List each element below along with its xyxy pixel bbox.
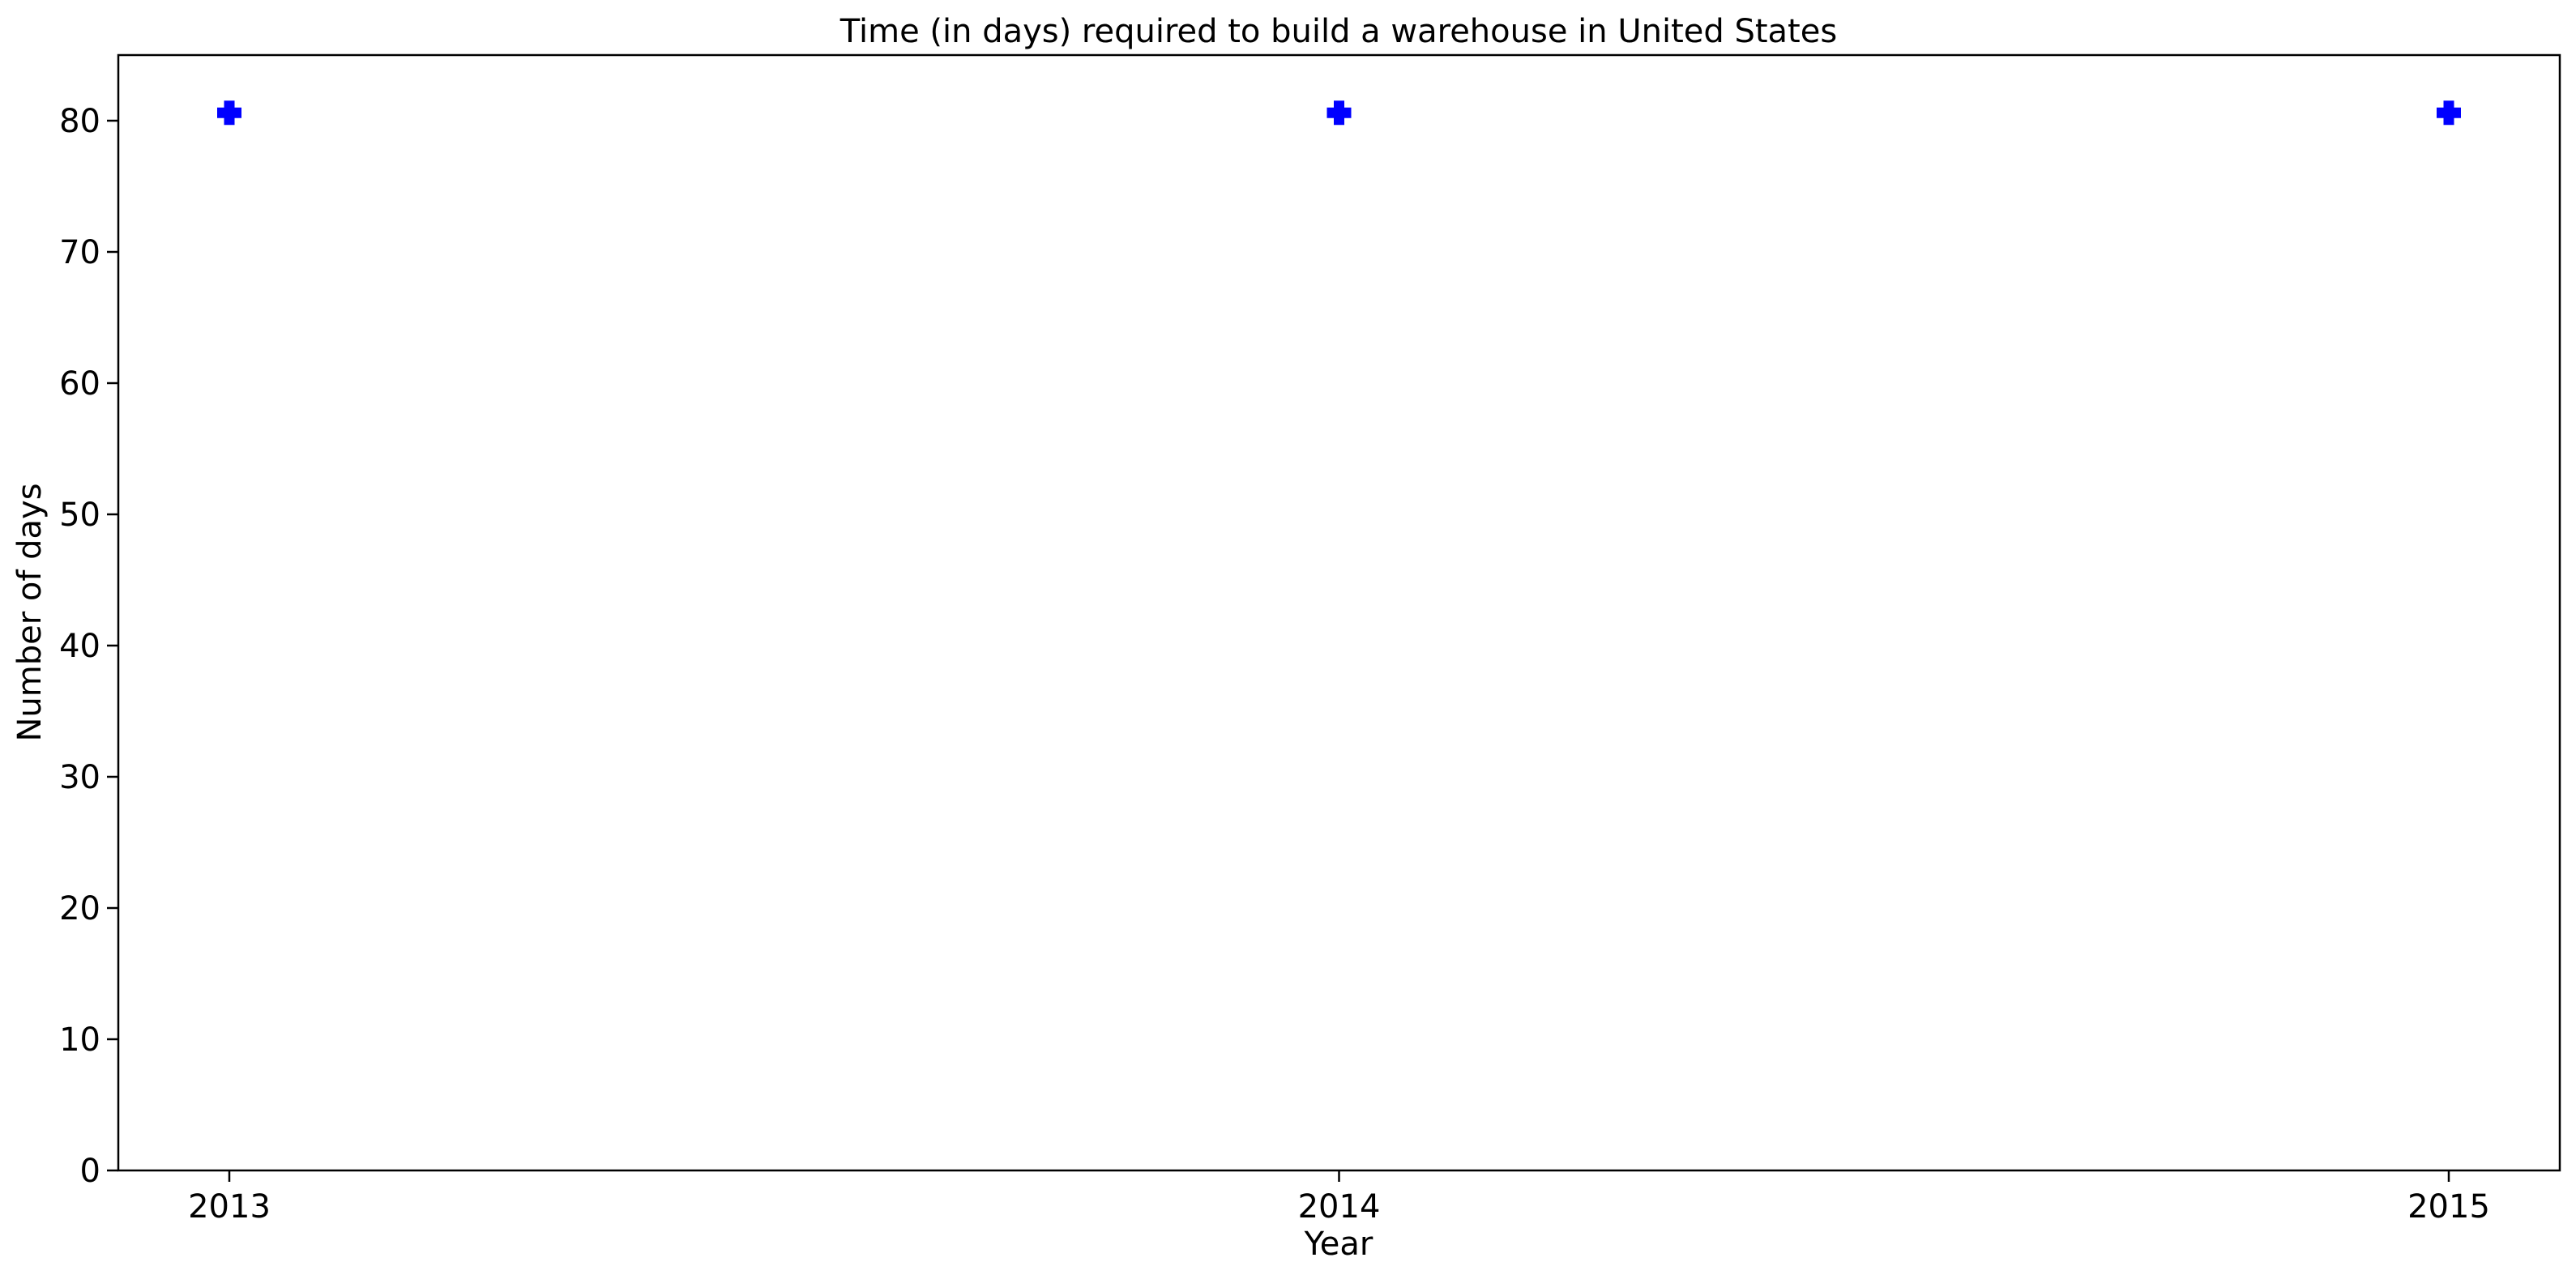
- chart-title: Time (in days) required to build a wareh…: [839, 13, 1837, 50]
- data-point-2013: [217, 100, 241, 126]
- y-tick-label: 20: [59, 890, 100, 927]
- y-tick-label: 50: [59, 497, 100, 534]
- y-tick-label: 30: [59, 759, 100, 796]
- plot-background: [118, 55, 2560, 1170]
- x-axis: 2013 2014 2015: [188, 1170, 2490, 1226]
- x-tick-label: 2015: [2407, 1188, 2490, 1226]
- x-tick-label: 2014: [1298, 1188, 1381, 1226]
- data-point-2015: [2437, 100, 2461, 126]
- x-axis-label: Year: [1304, 1226, 1373, 1263]
- y-tick-label: 0: [80, 1153, 100, 1190]
- data-points: [217, 100, 2461, 126]
- plot-frame: [117, 53, 2561, 1172]
- y-tick-label: 60: [59, 365, 100, 403]
- y-axis-label: Number of days: [11, 483, 49, 741]
- data-point-2014: [1326, 100, 1352, 126]
- x-tick-label: 2013: [188, 1188, 271, 1226]
- y-tick-label: 10: [59, 1021, 100, 1059]
- y-tick-label: 70: [59, 234, 100, 271]
- y-tick-label: 40: [59, 628, 100, 665]
- y-axis: 0 10 20 30 40 50 60 70 80: [59, 103, 118, 1190]
- y-tick-label: 80: [59, 103, 100, 140]
